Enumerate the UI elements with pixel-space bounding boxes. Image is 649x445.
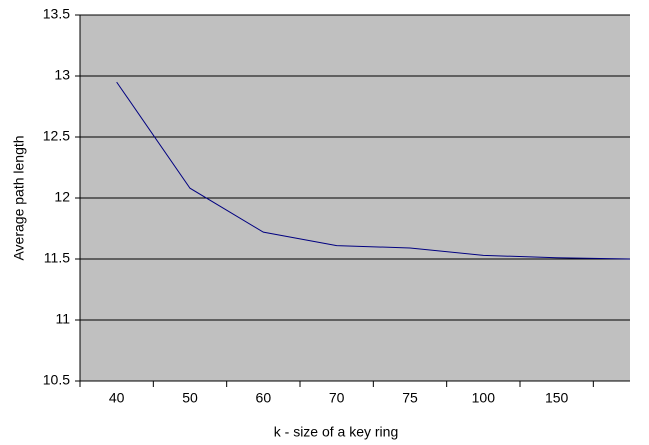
x-tick-label: 70	[329, 390, 345, 406]
y-tick-label: 13.5	[43, 6, 70, 22]
y-tick-label: 12	[54, 189, 70, 205]
y-tick-label: 12.5	[43, 128, 70, 144]
x-tick-label: 100	[472, 390, 496, 406]
y-tick-label: 11.5	[44, 250, 70, 266]
x-tick-label: 40	[109, 390, 125, 406]
x-tick-label: 60	[256, 390, 272, 406]
y-tick-label: 11	[55, 311, 70, 327]
x-tick-label: 75	[402, 390, 418, 406]
y-axis-label: Average path length	[11, 135, 27, 260]
data-line	[116, 81, 631, 260]
x-tick-label: 50	[182, 390, 198, 406]
y-tick-label: 10.5	[43, 372, 70, 388]
x-axis-label: k - size of a key ring	[274, 424, 399, 440]
y-tick-label: 13	[54, 67, 70, 83]
x-tick-label: 150	[545, 390, 569, 406]
